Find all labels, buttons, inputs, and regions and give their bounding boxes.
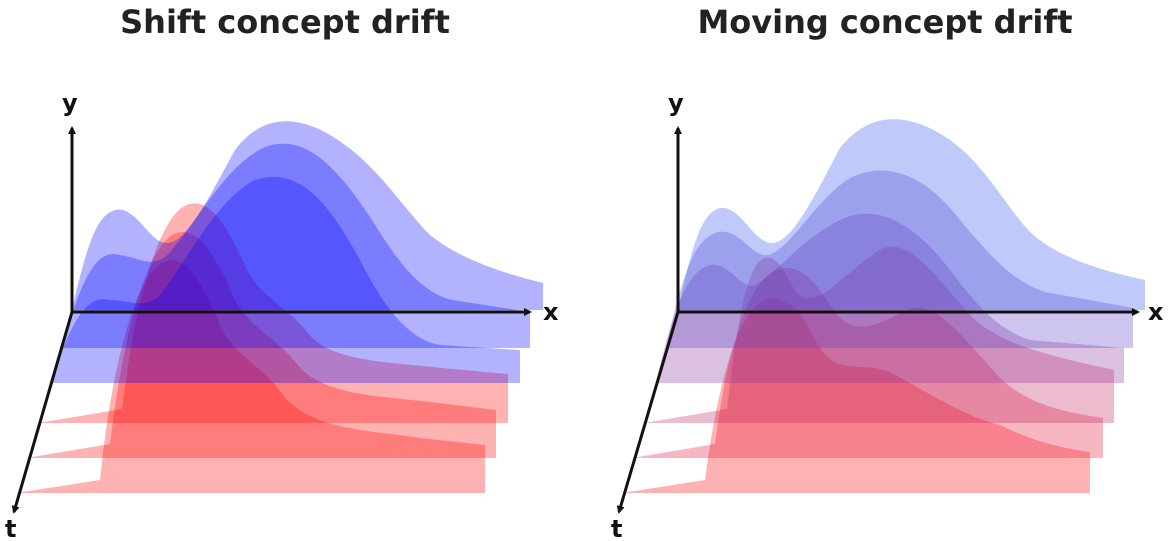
right-panel: y x t	[611, 89, 1164, 541]
left-layer-4	[50, 176, 520, 383]
right-y-label: y	[668, 89, 684, 117]
left-layer-2	[26, 231, 496, 458]
right-t-axis	[616, 311, 680, 514]
right-x-label: x	[1148, 298, 1164, 326]
right-layer-5	[666, 170, 1133, 348]
left-panel: y x t	[5, 89, 559, 541]
right-layer-4	[656, 213, 1124, 383]
right-layer-2	[632, 267, 1103, 458]
left-layer-5	[62, 143, 530, 348]
left-panel-title: Shift concept drift	[120, 3, 450, 41]
right-layer-3	[644, 246, 1114, 423]
left-t-label: t	[5, 515, 16, 541]
right-t-label: t	[611, 515, 622, 541]
right-layer-1	[622, 298, 1090, 493]
right-panel-title: Moving concept drift	[697, 3, 1073, 41]
left-y-label: y	[62, 89, 78, 117]
left-layer-6	[72, 121, 543, 310]
left-layer-1	[16, 260, 485, 493]
right-layer-6	[678, 119, 1145, 310]
left-x-label: x	[543, 298, 559, 326]
left-layers	[16, 121, 543, 493]
right-layers	[622, 119, 1145, 493]
left-t-axis	[11, 311, 74, 514]
